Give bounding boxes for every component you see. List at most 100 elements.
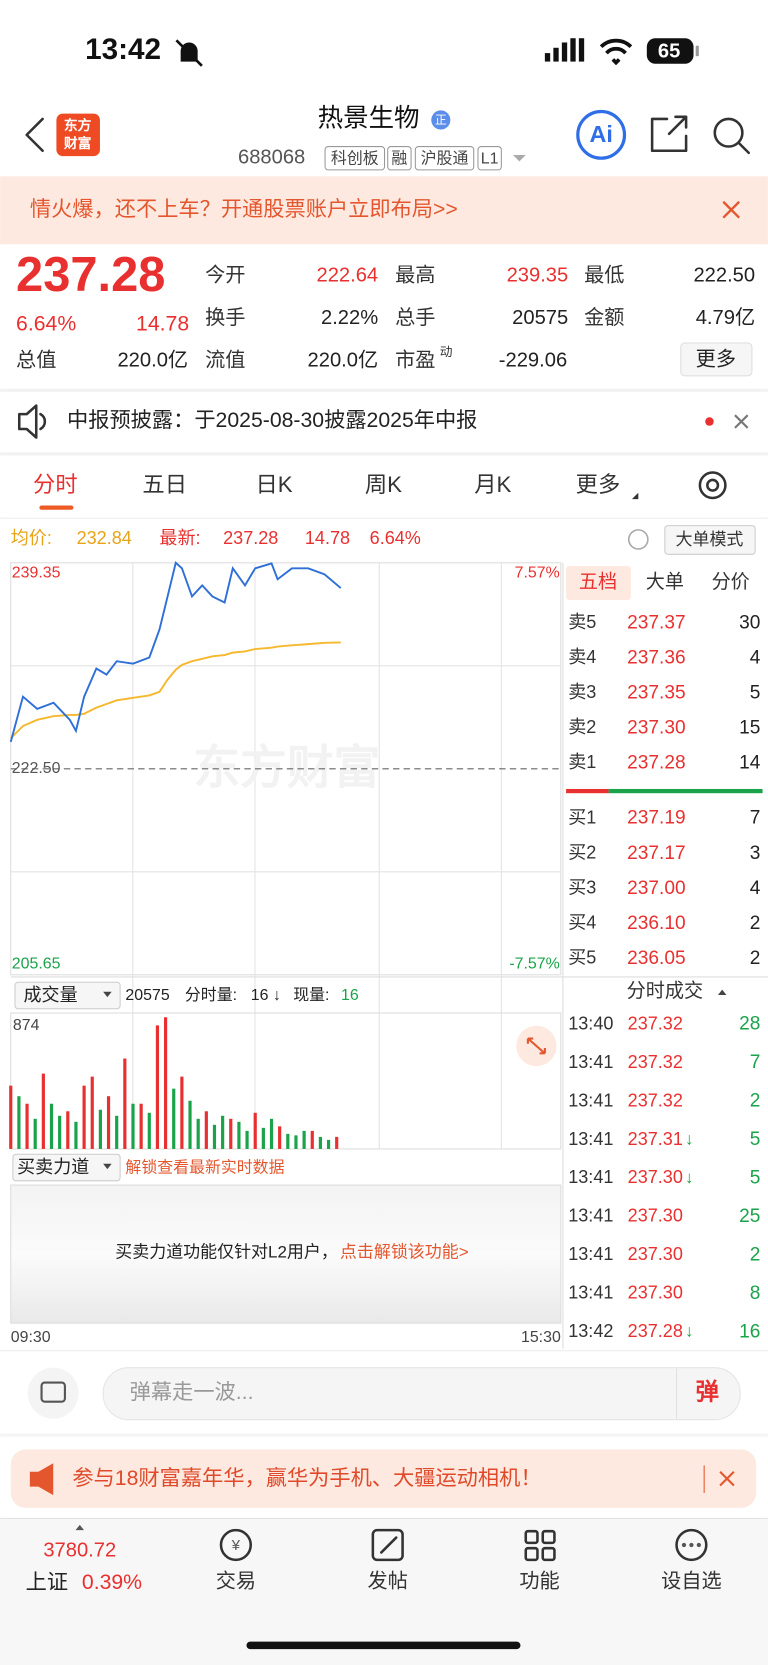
search-button[interactable]: [713, 117, 751, 155]
share-button[interactable]: [650, 115, 688, 153]
ad-banner[interactable]: [10, 1449, 757, 1508]
divider: [0, 1433, 768, 1437]
more-text[interactable]: 更多: [696, 347, 736, 370]
volume-bar: [25, 1103, 29, 1149]
tab[interactable]: 周K: [365, 472, 402, 497]
tag-box: [414, 146, 475, 171]
book-label: 卖4: [568, 647, 596, 667]
ai-text: Ai: [589, 121, 612, 147]
trade-arrow: ↓: [685, 1168, 693, 1187]
volume-bar: [66, 1111, 70, 1149]
dropdown[interactable]: [513, 155, 526, 162]
comment-list-button[interactable]: [27, 1367, 79, 1419]
settings-button[interactable]: [698, 471, 727, 500]
tab[interactable]: 月K: [474, 472, 511, 497]
tab[interactable]: 分时: [33, 472, 78, 497]
tab[interactable]: 五日: [142, 472, 187, 497]
volume-bar: [139, 1103, 143, 1149]
change-small: 14.78: [305, 528, 350, 548]
trade-price: 237.28: [628, 1321, 683, 1341]
tab-more-arrow: [631, 492, 639, 500]
volume-bar: [41, 1073, 45, 1149]
trade-time: 13:41: [568, 1129, 613, 1149]
nav-item[interactable]: 交易: [216, 1570, 256, 1593]
volume-selector[interactable]: [14, 981, 121, 1010]
nav-item[interactable]: 功能: [519, 1570, 559, 1593]
index-name[interactable]: 上证: [26, 1570, 68, 1594]
index-value[interactable]: 3780.72: [43, 1540, 116, 1562]
field-value: 20575: [512, 307, 568, 329]
volume-bar: [196, 1118, 200, 1149]
field-value: 222.64: [317, 264, 379, 286]
ai-button[interactable]: [576, 109, 627, 160]
force-action[interactable]: 点击解锁该功能>: [340, 1242, 469, 1261]
nav-item[interactable]: 设自选: [661, 1570, 721, 1593]
volume-bar: [335, 1136, 339, 1149]
y-tick-label: 205.65: [12, 955, 61, 972]
close-ad[interactable]: [719, 1470, 735, 1487]
close-notice[interactable]: [734, 414, 749, 429]
y-tick-label: 222.50: [12, 760, 61, 777]
volume-bar: [172, 1088, 176, 1149]
book-price: 237.28: [627, 753, 685, 774]
trade-volume: 2: [750, 1244, 761, 1265]
help-icon[interactable]: [627, 529, 649, 550]
badge-text: 正: [435, 114, 447, 127]
volume-bar: [286, 1133, 290, 1149]
book-volume: 2: [750, 913, 761, 934]
book-tab[interactable]: 大单: [646, 571, 684, 593]
volume-bar: [253, 1112, 257, 1149]
volume-bar: [188, 1100, 192, 1149]
volume-bar: [294, 1135, 298, 1149]
comment-placeholder[interactable]: 弹幕走一波...: [130, 1380, 254, 1404]
trade-price: 237.30: [628, 1206, 683, 1226]
trade-price: 237.30: [628, 1167, 683, 1187]
trend-arrow: ↓: [273, 987, 281, 1004]
more-button[interactable]: [680, 342, 753, 377]
back-button[interactable]: [25, 117, 44, 153]
app-logo: [56, 113, 100, 157]
book-tab[interactable]: 分价: [712, 571, 750, 593]
trade-time: 13:41: [568, 1206, 613, 1226]
book-tab[interactable]: 五档: [579, 571, 617, 593]
ad-text[interactable]: 参与18财富嘉年华，赢华为手机、大疆运动相机！: [72, 1466, 541, 1490]
mode-text[interactable]: 大单模式: [676, 530, 744, 549]
volume-bar: [58, 1115, 62, 1149]
comment-input[interactable]: [102, 1367, 741, 1421]
wifi-icon: [599, 38, 633, 66]
tab[interactable]: 更多: [576, 472, 621, 497]
tab[interactable]: 日K: [256, 472, 293, 497]
field-value: 4.79亿: [696, 306, 755, 329]
y2-tick-label: -7.57%: [509, 955, 559, 972]
danmaku-button[interactable]: 弹: [696, 1378, 719, 1404]
volume-bar: [90, 1076, 94, 1149]
promo-text[interactable]: 情火爆，还不上车？开通股票账户立即布局>>: [30, 197, 458, 221]
unlock-hint[interactable]: 解锁查看最新实时数据: [125, 1158, 284, 1176]
tabs: 分时 五日 日K 周K 月K 更多: [33, 472, 639, 500]
index-change[interactable]: 0.39%: [82, 1571, 142, 1594]
volume-selector-text[interactable]: 成交量: [23, 985, 77, 1005]
field-label: 市盈: [395, 348, 435, 371]
volume-bar: [17, 1096, 21, 1149]
force-selector[interactable]: [12, 1153, 121, 1182]
signal-icon: [544, 38, 585, 62]
field-label: 最高: [395, 263, 435, 286]
nav-item[interactable]: 发帖: [368, 1570, 408, 1593]
volume-bar: [261, 1127, 265, 1149]
force-selector-text[interactable]: 买卖力道: [17, 1157, 89, 1177]
promo-banner[interactable]: [0, 176, 768, 245]
book-volume: 7: [750, 808, 761, 829]
interval-label: 分时量:: [185, 986, 237, 1004]
dropdown: [103, 1163, 112, 1170]
close-promo[interactable]: [722, 200, 741, 219]
volume-bar: [204, 1111, 208, 1149]
notice-text[interactable]: 中报预披露：于2025-08-30披露2025年中报: [67, 408, 477, 432]
book-price: 237.30: [627, 717, 685, 738]
volume-bar: [278, 1126, 282, 1149]
badge: [431, 110, 451, 130]
mode-button[interactable]: [664, 525, 756, 555]
trade-time: 13:41: [568, 1244, 613, 1264]
